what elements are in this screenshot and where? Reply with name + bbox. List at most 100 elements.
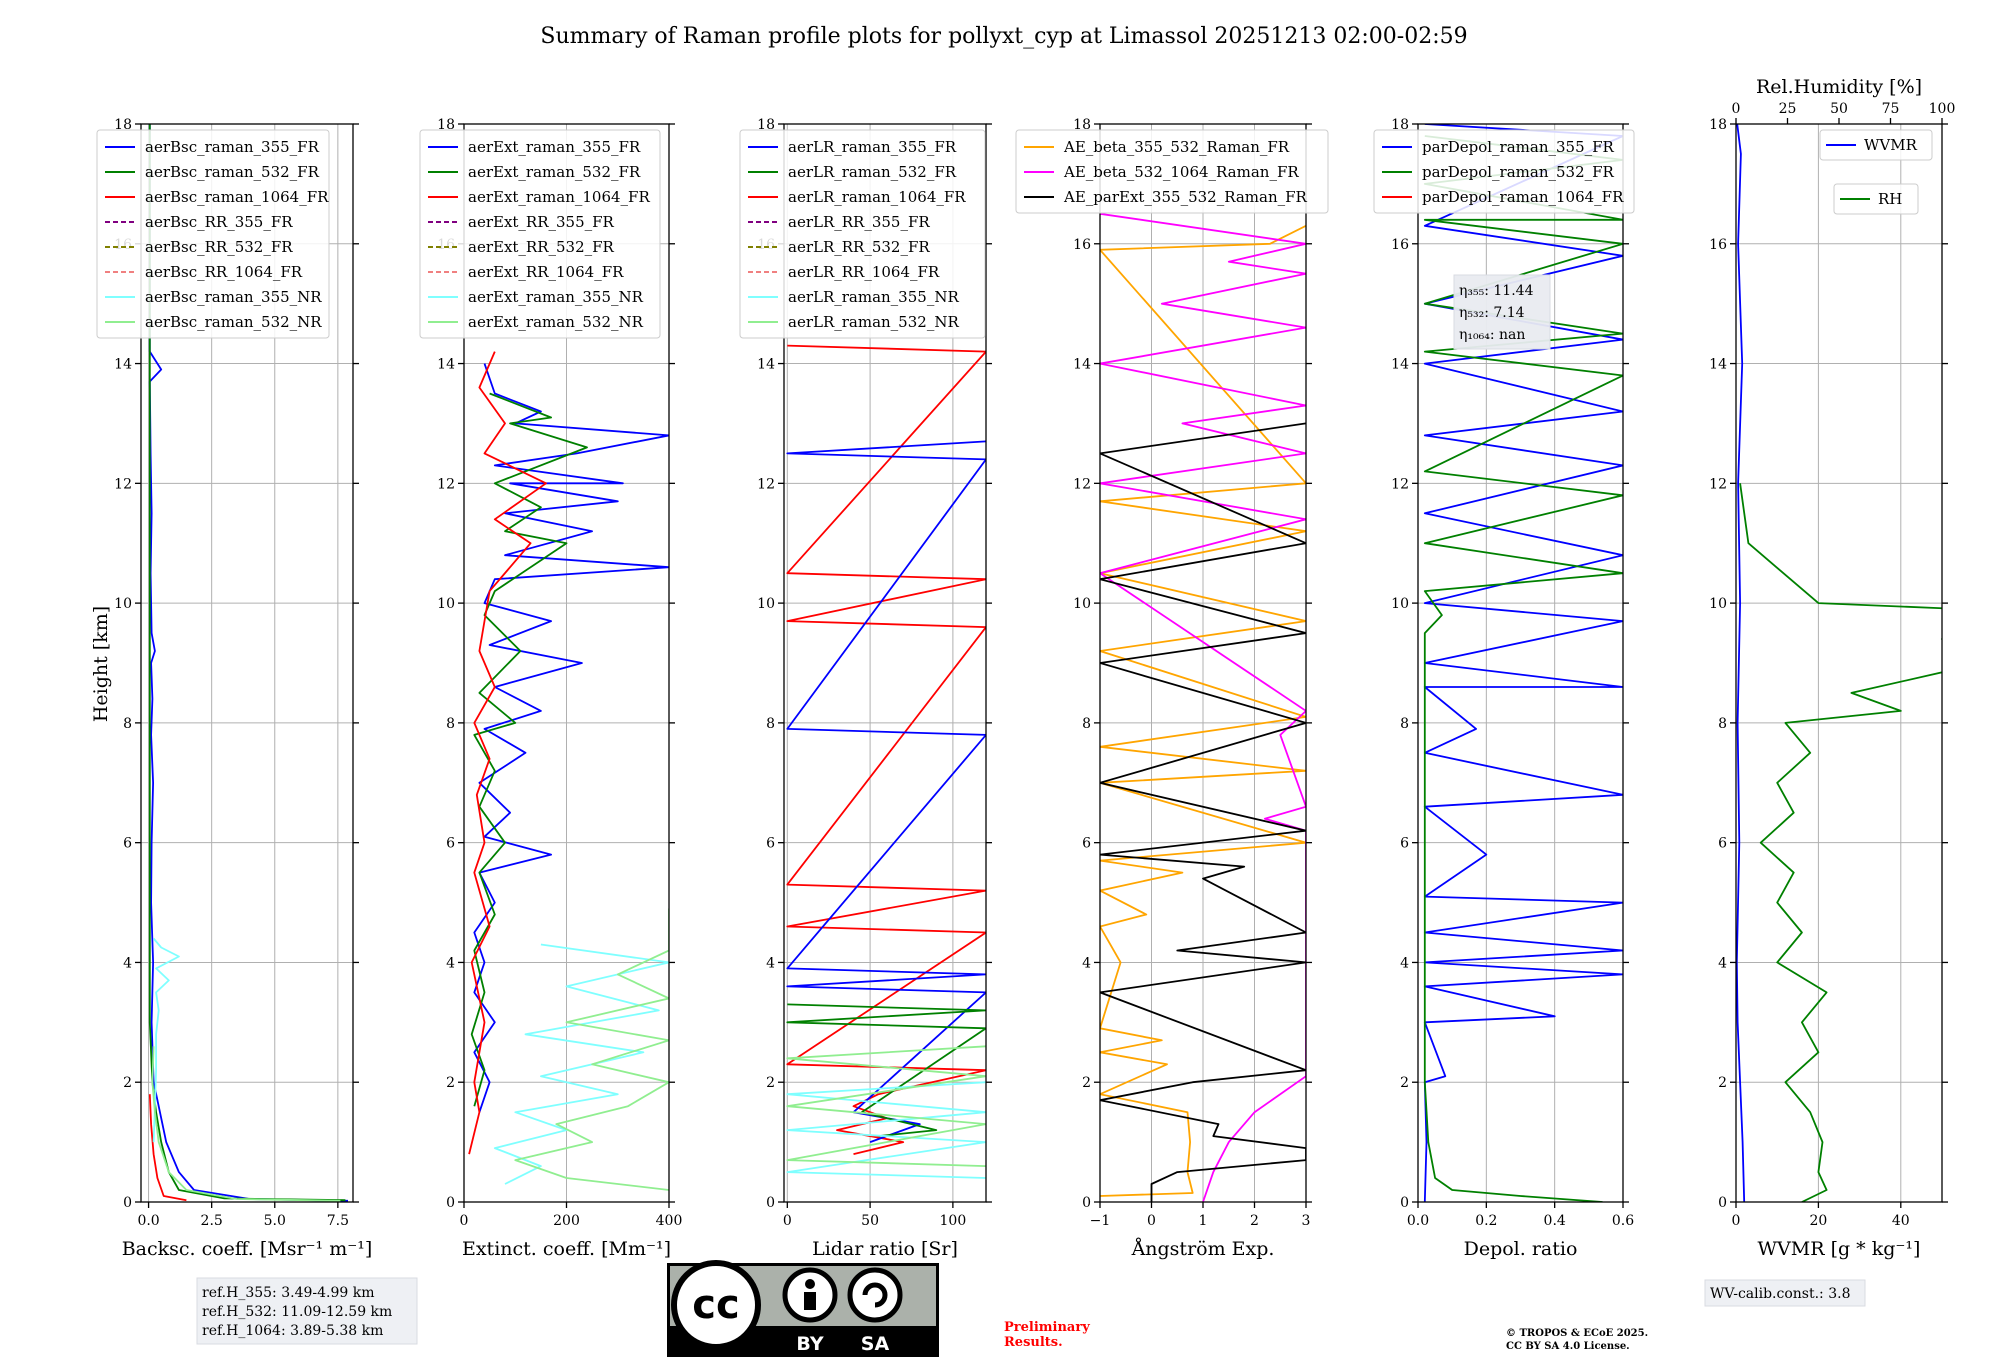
cc-license-badge: cc BY SA <box>667 1260 939 1357</box>
y-tick-label: 0 <box>1082 1195 1091 1211</box>
series-line-aerExt_raman_532_NR <box>514 908 669 1191</box>
eta-annotation-bg <box>1453 274 1551 350</box>
reference-height-box-bg <box>196 1277 418 1345</box>
legend-label: aerLR_RR_1064_FR <box>788 263 940 281</box>
y-tick-label: 18 <box>1709 117 1727 133</box>
legend-label: aerLR_raman_355_NR <box>788 288 959 306</box>
series-line-aerLR_raman_355_FR <box>786 440 986 1143</box>
x-axis-label-ae: Ångström Exp. <box>1131 1238 1275 1260</box>
y-tick-label: 14 <box>1073 357 1091 373</box>
x-tick-label: 0.0 <box>137 1213 159 1229</box>
top-x-tick-label: 25 <box>1779 101 1797 117</box>
eta-annotation-line: η₃₅₅: 11.44 <box>1459 283 1534 299</box>
legend-label: aerLR_raman_1064_FR <box>788 188 966 206</box>
y-tick-label: 0 <box>123 1195 132 1211</box>
y-tick-label: 2 <box>1718 1075 1727 1091</box>
y-tick-label: 18 <box>1073 117 1091 133</box>
legend-label: parDepol_raman_355_FR <box>1422 138 1615 156</box>
legend-label: aerBsc_RR_1064_FR <box>145 263 303 281</box>
y-tick-label: 12 <box>1391 476 1409 492</box>
x-tick-label: 20 <box>1809 1213 1827 1229</box>
y-tick-label: 16 <box>1709 237 1727 253</box>
ref-height-1064: ref.H_1064: 3.89-5.38 km <box>202 1323 383 1339</box>
legend-label: AE_parExt_355_532_Raman_FR <box>1063 188 1308 206</box>
series-line-parDepol_raman_532_FR <box>1423 135 1623 1202</box>
legend-label: aerExt_raman_532_NR <box>468 313 644 331</box>
y-tick-label: 10 <box>114 596 132 612</box>
legend-frame <box>96 129 330 339</box>
by-person-body <box>804 1292 816 1310</box>
series-line-parDepol_raman_355_FR <box>1423 124 1623 1202</box>
sa-label: SA <box>861 1333 890 1355</box>
legend-frame <box>419 129 661 339</box>
y-tick-label: 4 <box>1400 955 1409 971</box>
wv-calib-box-bg <box>1704 1279 1866 1307</box>
x-axis-label-bsc: Backsc. coeff. [Msr⁻¹ m⁻¹] <box>122 1238 373 1260</box>
legend-label: aerBsc_raman_1064_FR <box>145 188 329 206</box>
panel-ext: 0246810121416180200400Extinct. coeff. [M… <box>419 117 683 1260</box>
top-x-axis-label: Rel.Humidity [%] <box>1756 76 1922 98</box>
panel-frame-bsc <box>140 123 354 1203</box>
y-tick-label: 2 <box>123 1075 132 1091</box>
eta-annotation-line: η₅₃₂: 7.14 <box>1459 305 1525 321</box>
y-tick-label: 2 <box>446 1075 455 1091</box>
panel-wv: 0 2 4 6 8 10 12 14 16 18 0 20 40 WVMR [g * kg⁻¹] 0 25 50… <box>1709 76 1956 1260</box>
legend-label: aerBsc_RR_355_FR <box>145 213 293 231</box>
y-tick-label: 10 <box>1709 596 1727 612</box>
y-tick-label: 10 <box>437 596 455 612</box>
x-tick-label: 3 <box>1302 1213 1311 1229</box>
series-line-aerLR_raman_532_FR <box>786 1003 986 1137</box>
y-tick-label: 12 <box>757 476 775 492</box>
x-tick-label: 40 <box>1892 1213 1910 1229</box>
wv-calib-const: WV-calib.const.: 3.8 <box>1710 1286 1850 1302</box>
legend-label: aerExt_raman_355_NR <box>468 288 644 306</box>
x-tick-label: 400 <box>656 1213 683 1229</box>
series-line-aerExt_raman_1064_FR <box>468 351 547 1155</box>
legend-label: aerLR_raman_532_FR <box>788 163 957 181</box>
wv-calib-box: WV-calib.const.: 3.8 <box>1704 1279 1866 1307</box>
top-x-tick-label: 50 <box>1830 101 1848 117</box>
series-line-aerBsc_raman_355_NR <box>152 937 180 1143</box>
y-tick-label: 0 <box>446 1195 455 1211</box>
series-line-aerExt_raman_355_FR <box>473 363 669 1113</box>
legend-ae: AE_beta_355_532_Raman_FR AE_beta_532_1064… <box>1015 129 1329 214</box>
y-tick-label: 8 <box>123 716 132 732</box>
y-tick-label: 12 <box>1709 476 1727 492</box>
panel-frame-depol <box>1417 123 1624 1203</box>
top-x-tick-label: 100 <box>1929 101 1956 117</box>
legend-bsc: aerBsc_raman_355_FR aerBsc_raman_532_FRae… <box>96 129 330 339</box>
x-tick-label: 0 <box>460 1213 469 1229</box>
series-line-WVMR <box>1736 124 1746 1202</box>
y-tick-label: 0 <box>1400 1195 1409 1211</box>
x-axis-label-lr: Lidar ratio [Sr] <box>812 1238 958 1260</box>
sa-arrow-arc <box>862 1282 888 1308</box>
series-group-depol <box>1423 124 1623 1202</box>
x-tick-label: 2 <box>1250 1213 1259 1229</box>
series-line-aerLR_raman_355_NR <box>786 1081 986 1179</box>
y-tick-label: 6 <box>1082 836 1091 852</box>
legend-frame <box>1015 129 1329 214</box>
legend-label: aerExt_raman_532_FR <box>468 163 641 181</box>
legend-RH: RH <box>1833 183 1919 215</box>
y-tick-label: 6 <box>766 836 775 852</box>
y-tick-label: 6 <box>123 836 132 852</box>
y-tick-label: 16 <box>1391 237 1409 253</box>
series-line-aerBsc_raman_532_NR <box>151 1046 341 1202</box>
top-x-tick-label: 0 <box>1732 101 1741 117</box>
legend-frame <box>1373 129 1635 214</box>
y-tick-label: 0 <box>766 1195 775 1211</box>
y-tick-label: 2 <box>766 1075 775 1091</box>
panel-frame-lr <box>783 123 987 1203</box>
x-tick-label: −1 <box>1090 1213 1111 1229</box>
panel-depol: 0 2 4 6 8 10 12 14 16 18 0.0 0.2 0.4 0.6 Depol. ratio p… <box>1373 117 1635 1260</box>
copyright-line-2: CC BY SA 4.0 License. <box>1506 1341 1630 1352</box>
series-line-AE_parExt_355_532_Raman_FR <box>1100 422 1306 1202</box>
x-axis-label-depol: Depol. ratio <box>1464 1238 1578 1260</box>
x-tick-label: 0.6 <box>1612 1213 1634 1229</box>
by-person-head <box>805 1279 815 1289</box>
y-tick-label: 4 <box>766 955 775 971</box>
y-tick-label: 8 <box>766 716 775 732</box>
legend-label: aerLR_RR_355_FR <box>788 213 930 231</box>
